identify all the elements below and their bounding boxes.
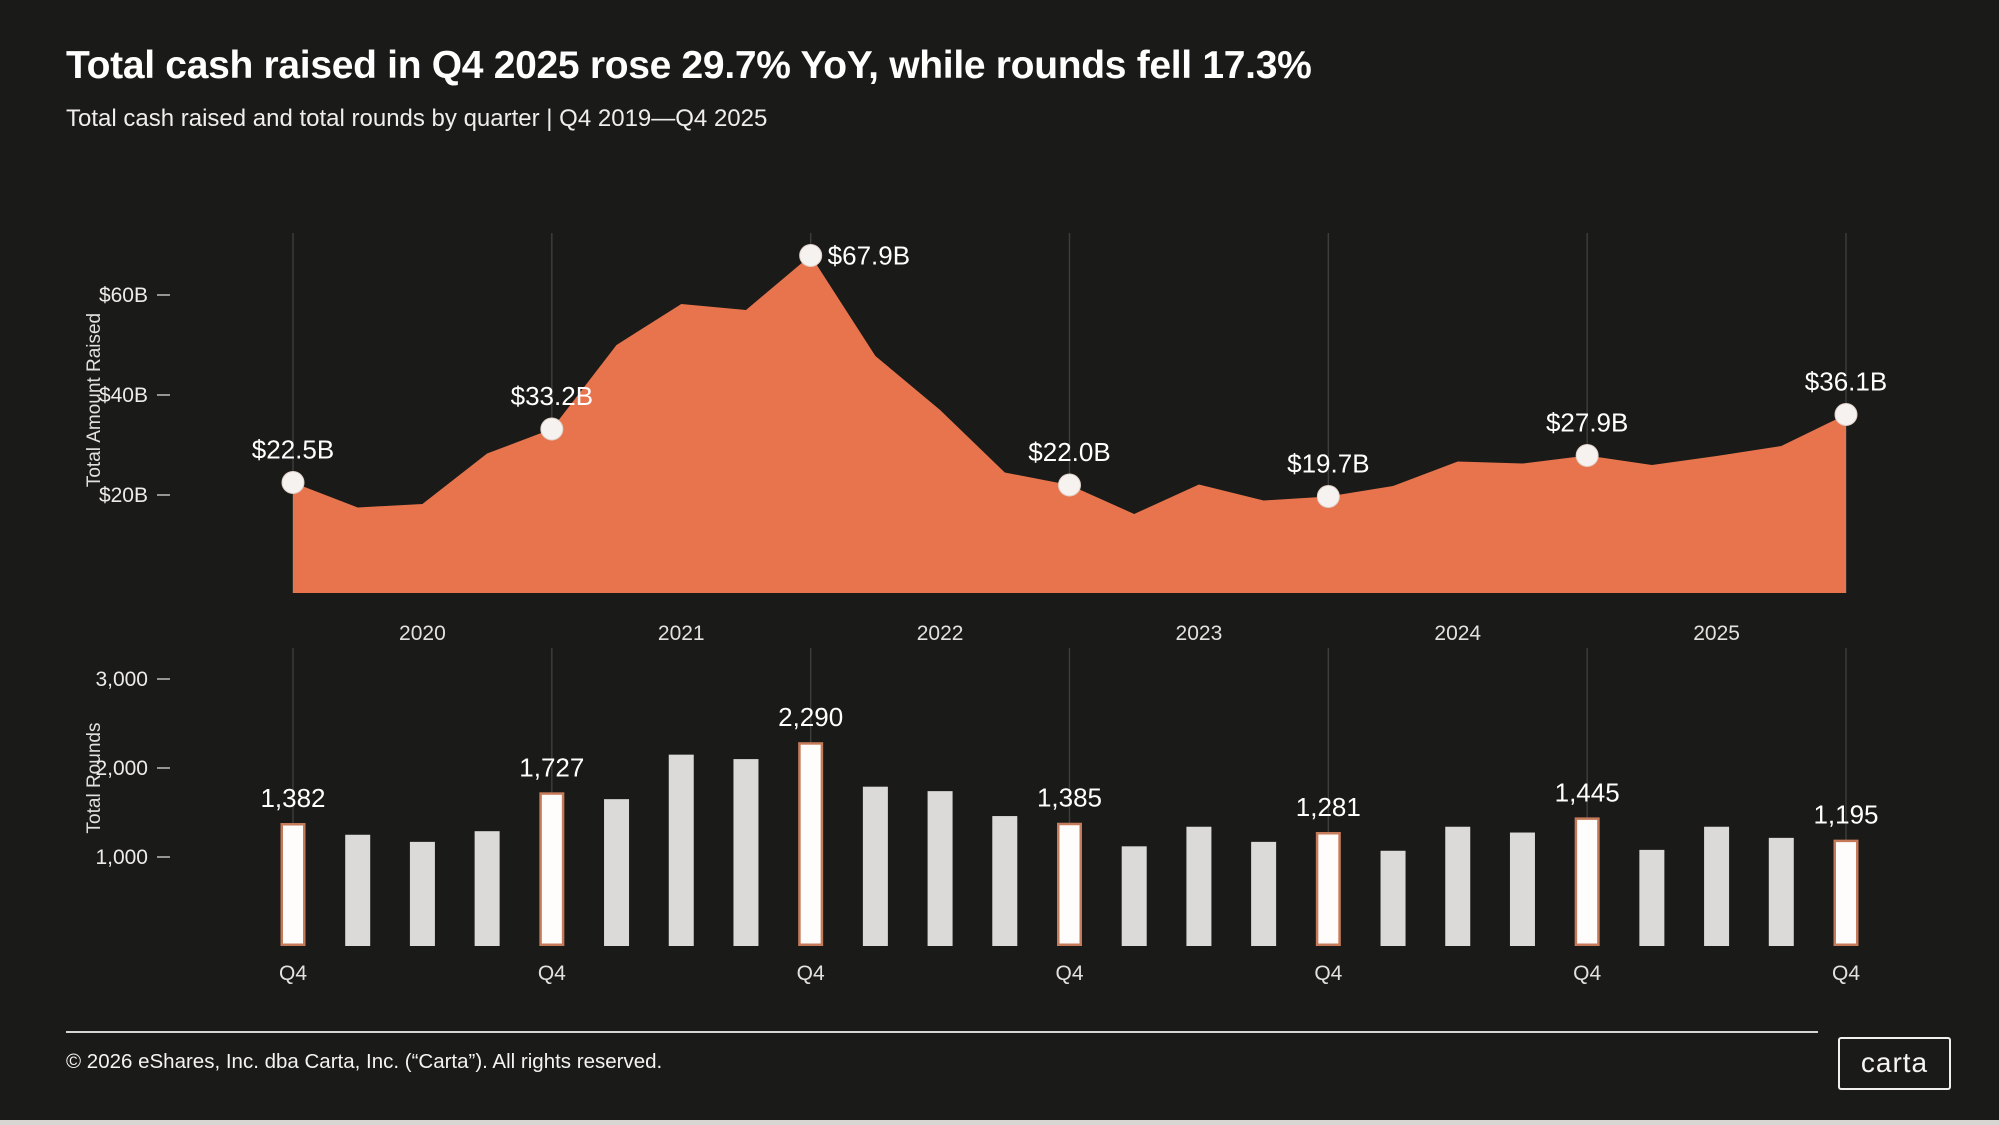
x-axis-year-label: 2023 <box>1176 622 1223 645</box>
carta-logo-text: carta <box>1860 1046 1929 1078</box>
bottom-edge-strip <box>0 1120 1999 1125</box>
bar <box>668 754 694 946</box>
copyright-text: © 2026 eShares, Inc. dba Carta, Inc. (“C… <box>66 1050 663 1073</box>
page-subtitle: Total cash raised and total rounds by qu… <box>66 105 768 132</box>
bar <box>1509 832 1535 946</box>
bar-value-label: 1,382 <box>260 783 325 813</box>
data-point-dot <box>1834 403 1858 426</box>
x-axis-q4-label: Q4 <box>279 962 307 985</box>
bar-q4-highlighted <box>1574 817 1600 947</box>
bar <box>1186 826 1212 946</box>
bar <box>474 831 500 946</box>
x-axis-q4-label: Q4 <box>1314 962 1342 985</box>
data-point-dot <box>281 471 305 494</box>
carta-logo: carta <box>1838 1037 1951 1090</box>
x-axis-q4-label: Q4 <box>797 962 825 985</box>
bar-value-label: 1,727 <box>519 752 584 782</box>
bar <box>927 791 953 946</box>
data-point-value-label: $33.2B <box>511 381 593 411</box>
y-axis-tick-label: $20B <box>99 484 148 507</box>
data-point-value-label: $22.0B <box>1028 437 1110 467</box>
cash-raised-area-series <box>293 255 1846 593</box>
bar-q4-highlighted <box>798 742 824 946</box>
x-axis-year-label: 2025 <box>1693 622 1740 645</box>
data-point-value-label: $22.5B <box>252 435 334 465</box>
x-axis-year-label: 2021 <box>658 622 705 645</box>
y-axis-tick-label: $40B <box>99 384 148 407</box>
bar <box>409 841 435 946</box>
bar <box>1251 841 1277 946</box>
x-axis-q4-label: Q4 <box>538 962 566 985</box>
footer-divider <box>66 1031 1818 1033</box>
bar <box>1639 849 1665 946</box>
data-point-dot <box>1058 473 1081 497</box>
x-axis-q4-label: Q4 <box>1573 962 1601 985</box>
bar-value-label: 1,445 <box>1555 777 1620 807</box>
bar <box>992 816 1018 946</box>
bar <box>1768 837 1794 946</box>
x-axis-year-label: 2020 <box>399 622 446 645</box>
y-axis-tick-label: $60B <box>99 284 148 307</box>
x-axis-year-label: 2022 <box>917 622 964 645</box>
x-axis-year-label: 2024 <box>1434 622 1481 645</box>
y-axis-tick-label: 1,000 <box>95 846 148 869</box>
data-point-value-label: $27.9B <box>1546 408 1628 438</box>
y-axis-title-rounds: Total Rounds <box>84 723 105 834</box>
y-axis-tick-label: 3,000 <box>95 668 148 691</box>
x-axis-q4-label: Q4 <box>1055 962 1083 985</box>
bar-q4-highlighted <box>539 792 565 946</box>
bar-q4-highlighted <box>280 823 306 947</box>
bar <box>604 799 630 946</box>
bar <box>733 759 759 946</box>
y-axis-tick-label: 2,000 <box>95 757 148 780</box>
bar <box>1445 826 1471 946</box>
bar-q4-highlighted <box>1057 822 1082 946</box>
bar-value-label: 1,385 <box>1037 783 1102 813</box>
bar-q4-highlighted <box>1833 839 1859 947</box>
data-point-value-label: $36.1B <box>1805 367 1887 397</box>
bar-value-label: 2,290 <box>778 702 843 732</box>
bar-value-label: 1,195 <box>1813 800 1878 830</box>
data-point-dot <box>1575 444 1599 467</box>
x-axis-q4-label: Q4 <box>1832 962 1860 985</box>
data-point-value-label: $67.9B <box>828 241 910 271</box>
y-axis-title-amount: Total Amount Raised <box>84 313 105 487</box>
bar-q4-highlighted <box>1315 831 1341 947</box>
data-point-dot <box>1316 485 1340 508</box>
bar <box>1121 846 1147 946</box>
page-title: Total cash raised in Q4 2025 rose 29.7% … <box>66 44 1312 87</box>
bar-value-label: 1,281 <box>1296 792 1361 822</box>
data-point-value-label: $19.7B <box>1287 449 1369 479</box>
data-point-dot <box>540 417 564 441</box>
data-point-dot <box>799 244 823 267</box>
bar <box>1380 850 1406 946</box>
bar <box>862 786 888 946</box>
bar <box>345 834 371 946</box>
bar <box>1704 826 1730 946</box>
